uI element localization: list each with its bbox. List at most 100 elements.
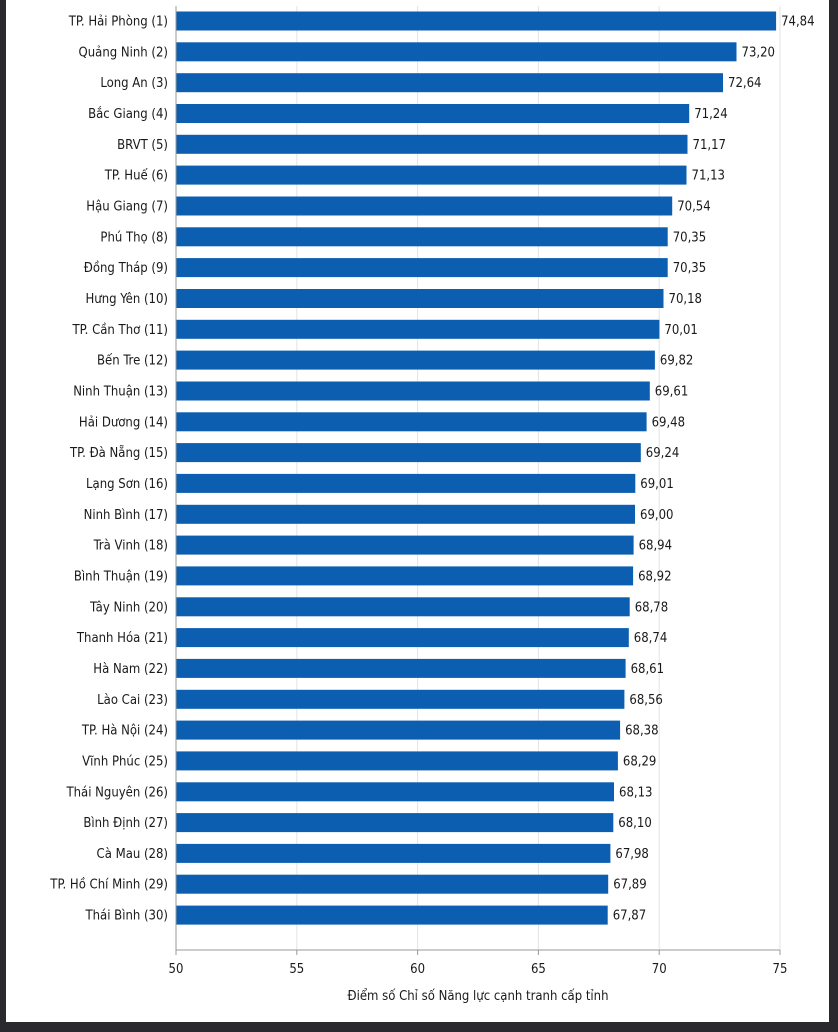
x-tick-label: 50 <box>169 962 184 977</box>
chart-frame: TP. Hải Phòng (1) Quảng Ninh (2) Long An (… <box>6 0 829 1022</box>
bar <box>176 628 629 648</box>
bar <box>176 504 635 524</box>
category-label: Đồng Tháp (9) <box>84 261 168 276</box>
bar <box>176 319 660 339</box>
bar-chart: TP. Hải Phòng (1) Quảng Ninh (2) Long An (… <box>49 6 815 1004</box>
value-label: 70,35 <box>673 230 706 245</box>
value-label: 71,24 <box>694 107 727 122</box>
value-label: 70,54 <box>677 200 710 215</box>
category-label: Bắc Giang (4) <box>88 107 168 122</box>
category-label: Tây Ninh (20) <box>89 600 168 615</box>
bar <box>176 658 626 678</box>
category-labels: TP. Hải Phòng (1) Quảng Ninh (2) Long An (… <box>49 15 168 924</box>
bar <box>176 751 618 771</box>
category-label: Lào Cai (23) <box>97 693 168 708</box>
category-label: Thái Bình (30) <box>84 909 168 924</box>
bar <box>176 165 687 185</box>
category-label: Cà Mau (28) <box>97 847 168 862</box>
category-label: Hà Nam (22) <box>93 662 168 677</box>
value-label: 67,89 <box>613 878 646 893</box>
category-label: TP. Cần Thơ (11) <box>72 323 169 338</box>
x-axis-ticks: 50 55 60 65 70 75 <box>169 950 788 977</box>
value-label: 71,13 <box>692 169 725 184</box>
value-label: 68,38 <box>625 724 658 739</box>
category-label: Thái Nguyên (26) <box>65 785 168 800</box>
category-label: Lạng Sơn (16) <box>86 477 168 492</box>
bar <box>176 227 668 247</box>
bar <box>176 104 690 123</box>
category-label: TP. Hà Nội (24) <box>81 724 168 739</box>
category-label: Quảng Ninh (2) <box>79 45 168 60</box>
value-label: 69,01 <box>640 477 673 492</box>
category-label: Hải Dương (14) <box>79 415 168 430</box>
value-label: 68,94 <box>639 539 672 554</box>
value-label: 68,74 <box>634 631 667 646</box>
category-label: TP. Huế (6) <box>104 169 168 184</box>
x-tick-label: 55 <box>289 962 304 977</box>
category-label: Ninh Thuận (13) <box>73 385 168 400</box>
bar <box>176 350 655 370</box>
category-label: Ninh Bình (17) <box>84 508 168 523</box>
bar <box>176 42 737 62</box>
bar <box>176 843 611 863</box>
category-label: Long An (3) <box>100 76 168 91</box>
value-label: 68,10 <box>618 816 651 831</box>
category-label: Hưng Yên (10) <box>85 292 168 307</box>
category-label: Hậu Giang (7) <box>86 200 168 215</box>
value-label: 70,18 <box>669 292 702 307</box>
category-label: Phú Thọ (8) <box>100 230 168 245</box>
value-label: 69,24 <box>646 446 679 461</box>
value-label: 72,64 <box>728 76 761 91</box>
category-label: Vĩnh Phúc (25) <box>82 754 168 769</box>
x-tick-label: 65 <box>531 962 546 977</box>
bar <box>176 381 650 401</box>
value-label: 71,17 <box>693 138 726 153</box>
bar <box>176 196 673 216</box>
bar <box>176 412 647 432</box>
category-label: TP. Hồ Chí Minh (29) <box>49 878 168 893</box>
category-label: TP. Đà Nẵng (15) <box>69 446 168 461</box>
bar <box>176 874 609 894</box>
bar <box>176 782 614 802</box>
bar <box>176 473 636 493</box>
bar <box>176 813 614 833</box>
value-label: 69,82 <box>660 354 693 369</box>
bar <box>176 11 777 31</box>
value-label: 68,92 <box>638 569 671 584</box>
bar <box>176 443 641 463</box>
value-label: 74,84 <box>781 15 814 30</box>
category-label: Thanh Hóa (21) <box>76 631 168 646</box>
bar <box>176 720 621 740</box>
x-tick-label: 60 <box>410 962 425 977</box>
x-tick-label: 70 <box>652 962 667 977</box>
value-label: 68,78 <box>635 600 668 615</box>
value-label: 70,35 <box>673 261 706 276</box>
category-label: Bến Tre (12) <box>97 354 168 369</box>
value-label: 68,13 <box>619 785 652 800</box>
bar <box>176 535 634 555</box>
value-label: 70,01 <box>664 323 697 338</box>
bar <box>176 134 688 154</box>
bar <box>176 566 634 586</box>
bar <box>176 258 668 278</box>
category-label: Bình Thuận (19) <box>74 569 168 584</box>
value-label: 68,61 <box>631 662 664 677</box>
value-label: 68,56 <box>629 693 662 708</box>
category-label: TP. Hải Phòng (1) <box>68 15 168 30</box>
value-label: 73,20 <box>742 45 775 60</box>
bar <box>176 597 630 617</box>
category-label: Trà Vinh (18) <box>93 539 168 554</box>
category-label: BRVT (5) <box>117 138 168 153</box>
value-label: 69,00 <box>640 508 673 523</box>
bar <box>176 905 608 925</box>
value-label: 69,61 <box>655 385 688 400</box>
bar <box>176 689 625 709</box>
category-label: Bình Định (27) <box>83 816 168 831</box>
value-labels: 74,84 73,20 72,64 71,24 71,17 71,13 70,54 70,35… <box>613 15 815 924</box>
x-tick-label: 75 <box>773 962 788 977</box>
value-label: 69,48 <box>652 415 685 430</box>
bars <box>176 11 777 925</box>
value-label: 67,98 <box>615 847 648 862</box>
value-label: 67,87 <box>613 909 646 924</box>
bar <box>176 73 723 93</box>
